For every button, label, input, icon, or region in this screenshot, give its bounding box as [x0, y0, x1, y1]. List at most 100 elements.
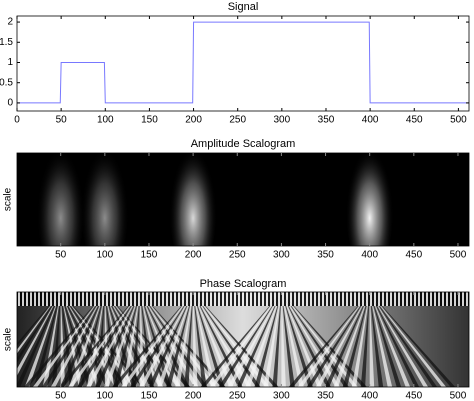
phase-band — [193, 292, 225, 387]
phase-band — [68, 292, 105, 387]
cone — [80, 153, 129, 246]
chart-title: Amplitude Scalogram — [191, 138, 296, 150]
phase-band — [236, 292, 282, 387]
phase-band — [59, 292, 105, 387]
phase-band — [86, 292, 105, 387]
phase-band — [60, 292, 102, 387]
phase-band — [369, 292, 384, 387]
phase-band — [281, 292, 313, 387]
x-tick-label: 100 — [96, 250, 113, 261]
y-tick-label: 1 — [7, 57, 13, 68]
phase-band — [17, 292, 61, 387]
x-tick-label: 300 — [273, 391, 290, 401]
x-tick-label: 500 — [450, 391, 467, 401]
phase-band — [24, 292, 61, 387]
x-tick-label: 400 — [362, 115, 379, 126]
x-tick-label: 250 — [229, 391, 246, 401]
x-tick-label: 100 — [97, 115, 114, 126]
axes-frame — [16, 15, 470, 112]
phase-band — [281, 292, 304, 387]
x-tick-label: 300 — [273, 250, 290, 261]
y-axis-label: scale — [3, 187, 14, 211]
phase-band — [17, 292, 61, 363]
chart-title: Phase Scalogram — [200, 278, 287, 290]
phase-band — [104, 292, 141, 387]
phase-band — [50, 292, 105, 387]
x-tick-label: 200 — [185, 115, 202, 126]
x-tick-label: 350 — [317, 250, 334, 261]
phase-band — [315, 292, 370, 387]
phase-band — [60, 292, 66, 387]
phase-band — [140, 292, 199, 387]
phase-band — [227, 292, 282, 387]
phase-band — [60, 292, 147, 387]
x-tick-label: 300 — [274, 115, 291, 126]
chart-title: Signal — [228, 1, 259, 13]
phase-band — [60, 292, 138, 387]
phase-band — [193, 292, 216, 387]
phase-band — [360, 292, 370, 387]
phase-band — [140, 292, 154, 387]
phase-band — [140, 292, 181, 387]
phase-band — [254, 292, 282, 387]
phase-band — [157, 292, 194, 387]
phase-band — [32, 292, 105, 387]
plot-area — [17, 153, 469, 246]
x-tick-label: 450 — [405, 391, 422, 401]
x-tick-label: 150 — [141, 250, 158, 261]
x-tick-label: 150 — [141, 391, 158, 401]
phase-band — [140, 292, 163, 387]
cone — [59, 292, 226, 387]
x-tick-label: 350 — [318, 115, 335, 126]
y-tick-label: 1.5 — [0, 37, 13, 48]
phase-band — [263, 292, 282, 387]
y-tick-label: 0.5 — [0, 77, 13, 88]
cone — [345, 153, 394, 246]
phase-band — [17, 292, 61, 354]
phase-band — [369, 292, 456, 387]
phase-band — [130, 292, 194, 387]
phase-band — [369, 292, 402, 387]
phase-band — [369, 292, 438, 387]
x-tick-label: 350 — [317, 391, 334, 401]
phase-band — [140, 292, 208, 387]
x-tick-label: 150 — [141, 115, 158, 126]
x-tick-label: 200 — [185, 391, 202, 401]
phase-band — [245, 292, 282, 387]
x-tick-label: 500 — [450, 115, 467, 126]
phase-band — [60, 292, 75, 387]
phase-band — [324, 292, 370, 387]
phase-band — [112, 292, 194, 387]
cone — [17, 292, 147, 387]
y-tick-label: 2 — [7, 17, 13, 28]
phase-band — [342, 292, 370, 387]
phase-band — [41, 292, 105, 387]
x-tick-label: 500 — [450, 250, 467, 261]
plot-area — [17, 21, 469, 104]
phase-band — [272, 292, 282, 387]
x-tick-label: 250 — [229, 115, 246, 126]
phase-band — [369, 292, 393, 387]
x-tick-label: 250 — [229, 250, 246, 261]
plot-area — [17, 292, 469, 387]
phase-band — [77, 292, 105, 387]
phase-band — [140, 292, 226, 387]
x-tick-label: 50 — [55, 250, 67, 261]
x-tick-label: 0 — [14, 115, 20, 126]
phase-band — [288, 292, 370, 387]
phase-band — [140, 292, 217, 387]
cone — [288, 292, 456, 387]
phase-band — [60, 292, 120, 387]
y-tick-label: 0 — [7, 98, 13, 109]
phase-band — [175, 292, 194, 387]
phase-band — [23, 292, 105, 387]
phase-band — [281, 292, 295, 387]
phase-band — [148, 292, 194, 387]
phase-band — [140, 292, 172, 387]
phase-band — [369, 292, 447, 387]
phase-band — [306, 292, 370, 387]
phase-band — [86, 292, 141, 387]
phase-band — [95, 292, 141, 387]
y-axis-label: scale — [3, 327, 14, 351]
phase-band — [209, 292, 282, 387]
